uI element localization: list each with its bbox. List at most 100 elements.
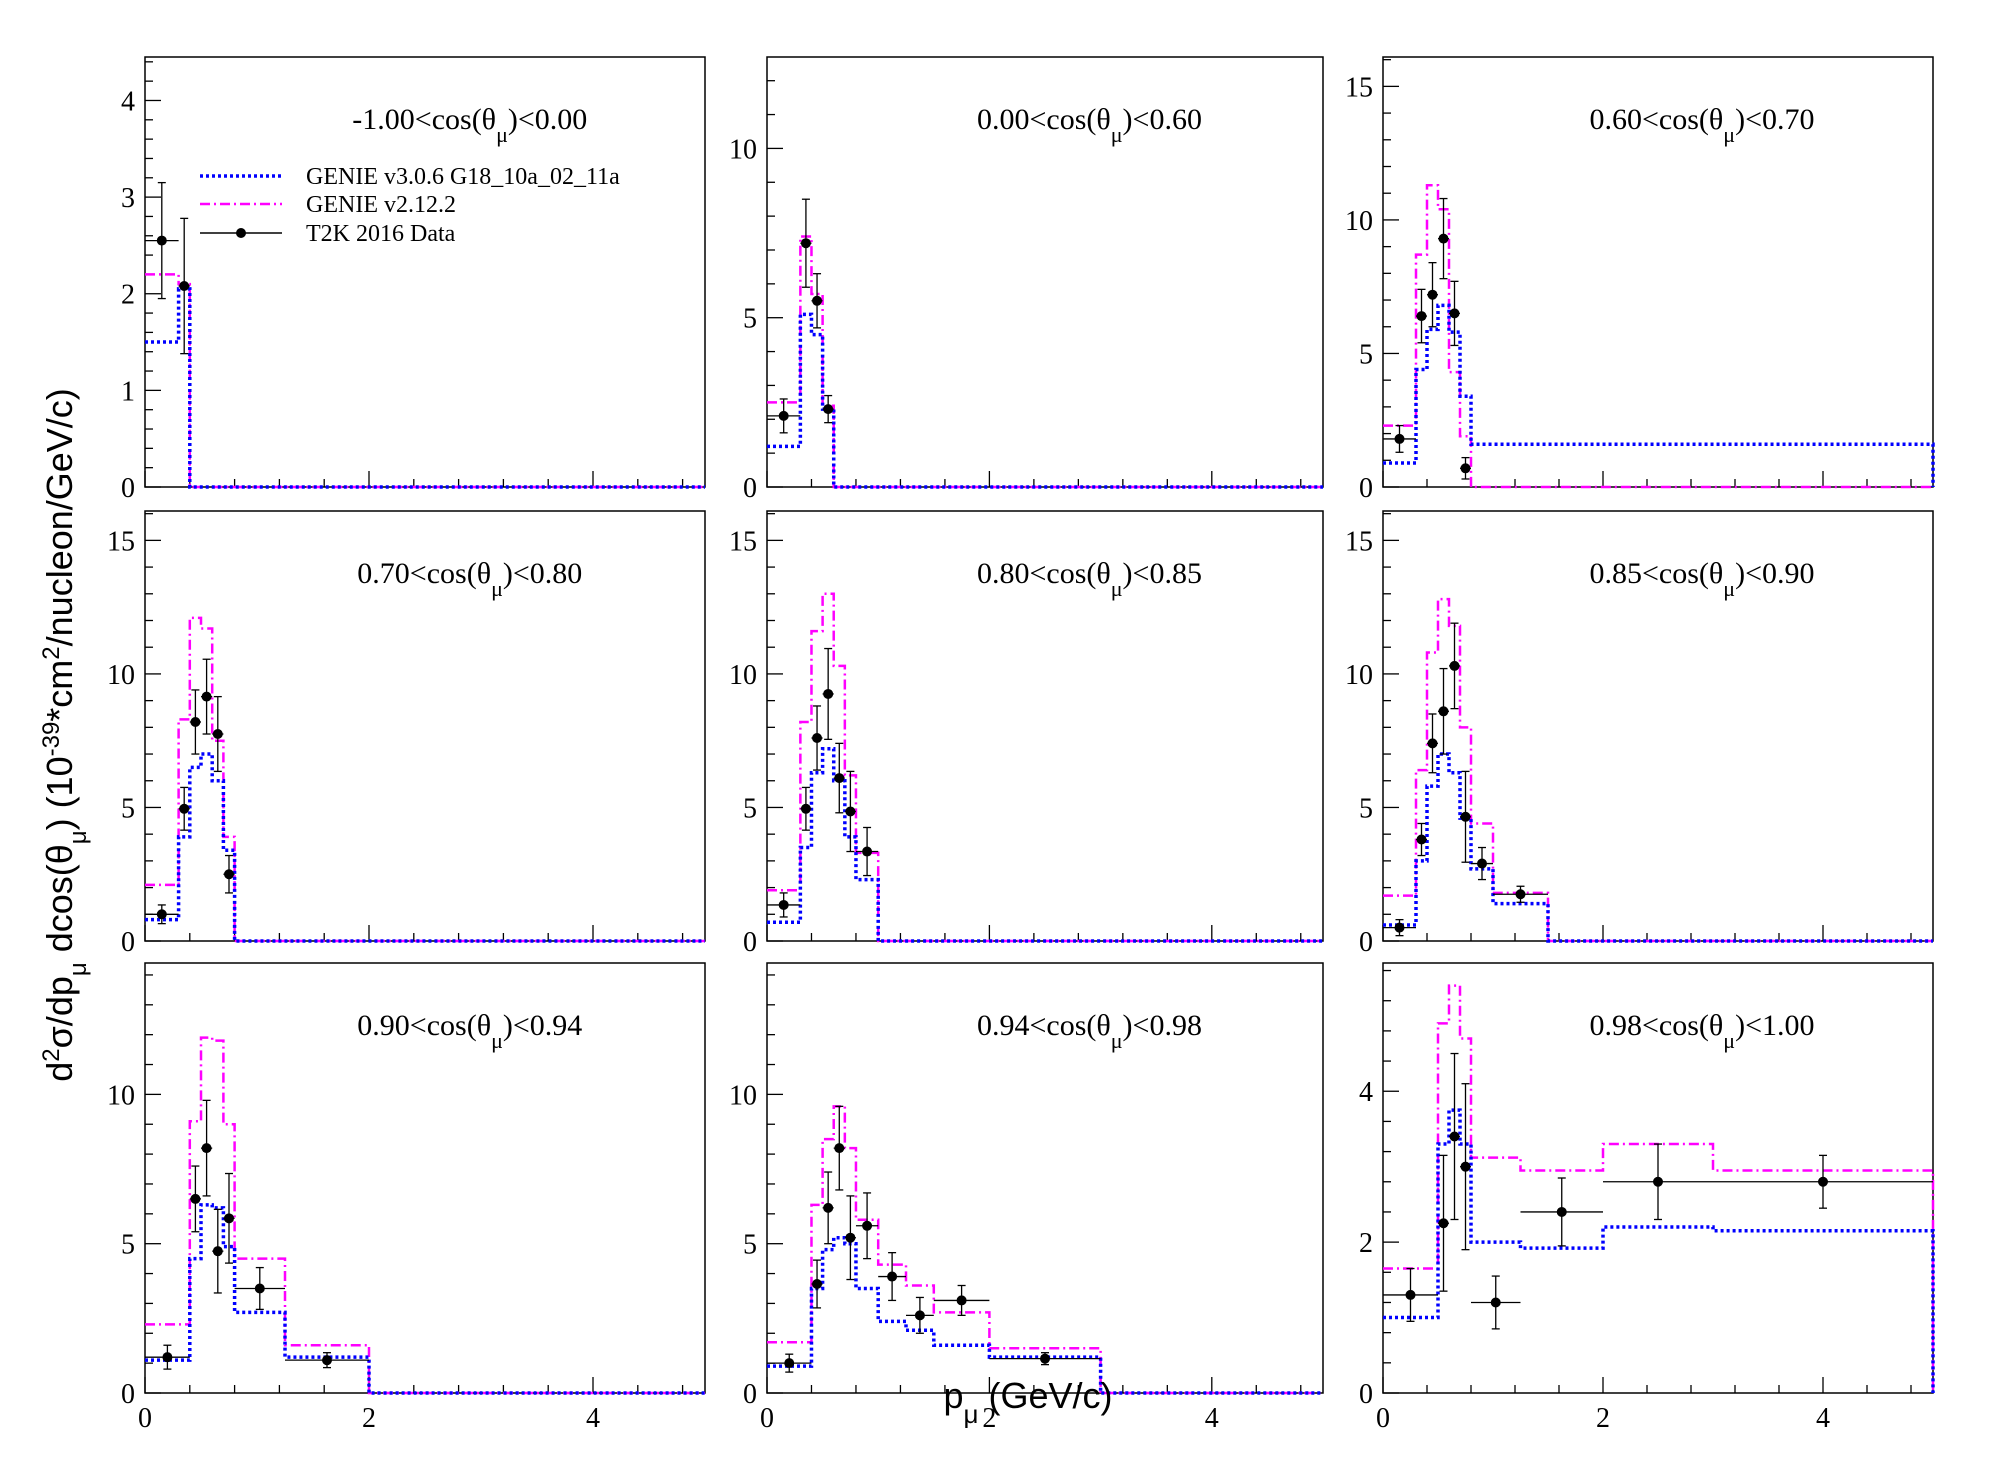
data-point [887,1271,898,1282]
data-point [1438,1218,1449,1229]
data-point [1416,834,1427,845]
data-point [823,688,834,699]
data-point [1416,311,1427,322]
data-point [862,1220,873,1231]
x-tick-label: 0 [760,1403,774,1434]
y-tick-label: 10 [1345,660,1373,691]
data-point [162,1352,173,1363]
data-point [1394,922,1405,933]
y-tick-label: 2 [1359,1228,1373,1259]
data-point [834,773,845,784]
data-point [1438,706,1449,717]
y-tick-label: 0 [1359,473,1373,504]
data-point [224,1213,234,1224]
genie-v2-histogram [1383,183,1933,489]
y-tick-label: 0 [1359,1379,1373,1410]
genie-v2-histogram [1383,597,1933,943]
ylabel-c-sub: μ [65,830,92,844]
ylabel-d: ) (10 [39,756,80,830]
panel-title: 0.00<cos(θμ)<0.60 [977,103,1202,147]
y-tick-label: 10 [107,660,135,691]
data-point [1040,1353,1050,1364]
data-point [179,803,190,814]
panel-6: 0 5 10 15 0.85<cos(θμ)<0.90 [1345,510,1934,958]
panel-title-post: )<0.60 [1123,103,1202,136]
y-tick-label: 5 [121,793,135,824]
y-tick-label: 2 [121,280,135,311]
ylabel-b: σ/dp [39,976,80,1048]
panel-frame [144,56,706,488]
panel-title-post: )<0.90 [1735,557,1814,590]
panel-title-sub: μ [491,576,503,601]
x-tick-label: 0 [138,1403,152,1434]
y-tick-label: 15 [1345,72,1373,103]
data-point [812,1279,823,1290]
ylabel-d-sup: -39 [38,722,65,757]
data-point [190,1193,201,1204]
data-point [201,1143,212,1154]
panel-title: 0.90<cos(θμ)<0.94 [357,1009,582,1053]
panel-title-pre: 0.85<cos(θ [1590,557,1724,590]
y-tick-label: 10 [729,1080,757,1111]
y-tick-label: 15 [1345,526,1373,557]
panel-title-post: )<0.80 [503,557,582,590]
data-point [254,1283,265,1294]
y-tick-label: 0 [743,1379,757,1410]
data-point [914,1310,925,1321]
y-tick-label: 5 [743,304,757,335]
data-point [1460,1161,1471,1172]
panel-title-post: )<0.98 [1123,1009,1202,1042]
data-point [1653,1176,1663,1187]
data-point [1427,738,1438,749]
panel-1: 0 1 2 3 4 -1.00<cos(θμ)<0.00 [121,56,706,504]
data-point [1394,433,1405,444]
panel-3: 0 5 10 15 0.60<cos(θμ)<0.70 [1345,56,1935,504]
genie-v3-histogram [1383,1108,1935,1393]
legend-label-data: T2K 2016 Data [306,221,456,247]
panel-title-pre: -1.00<cos(θ [352,103,496,136]
y-tick-label: 4 [121,86,135,117]
panel-title: -1.00<cos(θμ)<0.00 [352,103,587,147]
y-tick-label: 5 [121,1230,135,1261]
data-point [1449,308,1460,319]
y-tick-label: 15 [729,526,757,557]
x-tick-label: 2 [982,1403,996,1434]
y-tick-label: 0 [121,927,135,958]
data-point [212,729,223,740]
data-point [800,238,811,249]
y-tick-label: 10 [729,134,757,165]
genie-v3-histogram [145,1203,705,1395]
y-tick-label: 10 [107,1080,135,1111]
ylabel-a: d [39,1062,80,1082]
data-point [156,909,167,920]
data-point [212,1246,223,1257]
panel-frame [1382,962,1934,1394]
legend-swatch-data-marker [236,228,246,238]
genie-v2-histogram [145,616,705,943]
panel-title-post: )<0.70 [1735,103,1814,136]
y-tick-label: 0 [743,473,757,504]
genie-v3-histogram [1383,752,1933,943]
panel-title-sub: μ [1723,576,1735,601]
y-tick-label: 3 [121,183,135,214]
panel-title-post: )<1.00 [1735,1009,1814,1042]
x-axis-label: pμ (GeV/c) [943,1375,1112,1429]
y-tick-label: 5 [743,1230,757,1261]
genie-v3-histogram [145,752,705,943]
panel-title-pre: 0.98<cos(θ [1590,1009,1724,1042]
genie-v3-histogram [767,312,1323,489]
panel-title: 0.70<cos(θμ)<0.80 [357,557,582,601]
data-point [1449,660,1460,671]
data-point [156,235,167,246]
data-point [179,281,190,292]
panel-title-pre: 0.60<cos(θ [1590,103,1724,136]
y-tick-label: 5 [743,793,757,824]
data-point [224,869,234,880]
y-axis-label: d2σ/dpμ dcos(θμ) (10-39*cm2/nucleon/GeV/… [38,388,92,1082]
y-tick-label: 10 [729,660,757,691]
panel-title: 0.94<cos(θμ)<0.98 [977,1009,1202,1053]
data-point [823,404,834,415]
data-point [784,1358,795,1369]
